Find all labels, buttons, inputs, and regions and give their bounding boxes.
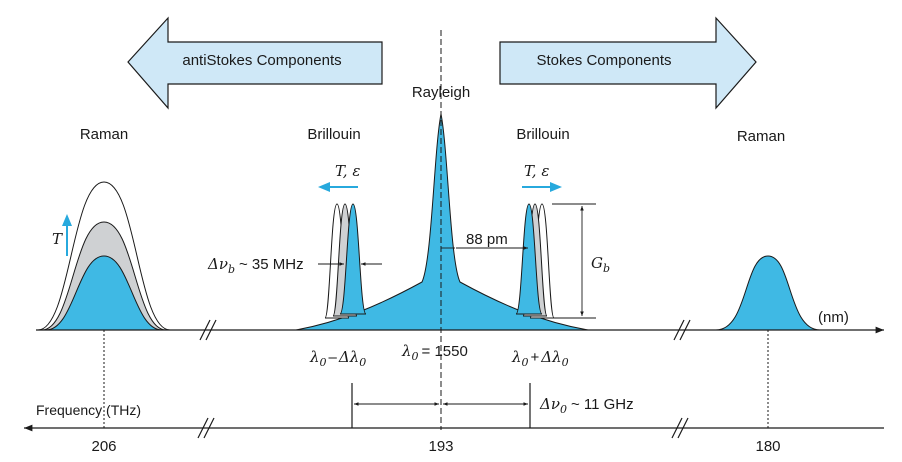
- lambda0-minus-label: λ0– Δλ0: [309, 348, 366, 369]
- frequency-axis-label: Frequency (THz): [36, 402, 141, 418]
- lambda0-plus-label: λ0 + Δλ0: [511, 348, 569, 369]
- frequency-axis-break-right: [671, 417, 689, 439]
- delta-nu-b-label: Δνb ~ 35 MHz: [207, 255, 304, 276]
- raman-right-label: Raman: [737, 128, 785, 145]
- nm-axis-label: (nm): [818, 309, 849, 326]
- freq-tick-206: 206: [91, 438, 116, 455]
- gb-label: Gb: [591, 254, 610, 275]
- te-left-arrow-head: [318, 182, 330, 192]
- brillouin-left-peak-inner: [339, 203, 367, 315]
- brillouin-right-label: Brillouin: [516, 126, 569, 143]
- raman-left-peak-inner: [45, 255, 163, 331]
- stokes-label: Stokes Components: [536, 52, 671, 69]
- stokes-arrow: [499, 16, 757, 110]
- te-left-label: T, ε: [335, 162, 360, 180]
- te-right-label: T, ε: [524, 162, 549, 180]
- lambda0-eq-label: λ0 = 1550: [401, 342, 468, 363]
- wavelength-axis-break-right: [673, 319, 691, 341]
- anti-stokes-arrow: [127, 16, 383, 110]
- raman-left-label: Raman: [80, 126, 128, 143]
- t-up-label: T: [52, 230, 63, 248]
- brillouin-left-label: Brillouin: [307, 126, 360, 143]
- frequency-axis-break-left: [197, 417, 215, 439]
- freq-tick-180: 180: [755, 438, 780, 455]
- freq-tick-193: 193: [428, 438, 453, 455]
- delta-nu0-label: Δν0 ~ 11 GHz: [539, 395, 634, 416]
- brillouin-right-peak-inner: [515, 203, 543, 315]
- t-up-arrow-head: [62, 214, 72, 226]
- rayleigh-label: Rayleigh: [412, 84, 470, 101]
- anti-stokes-label: antiStokes Components: [182, 52, 341, 69]
- wavelength-axis-break-left: [199, 319, 217, 341]
- raman-right-peak: [715, 255, 821, 331]
- spacing-88pm-label: 88 pm: [466, 231, 508, 248]
- te-right-arrow-head: [550, 182, 562, 192]
